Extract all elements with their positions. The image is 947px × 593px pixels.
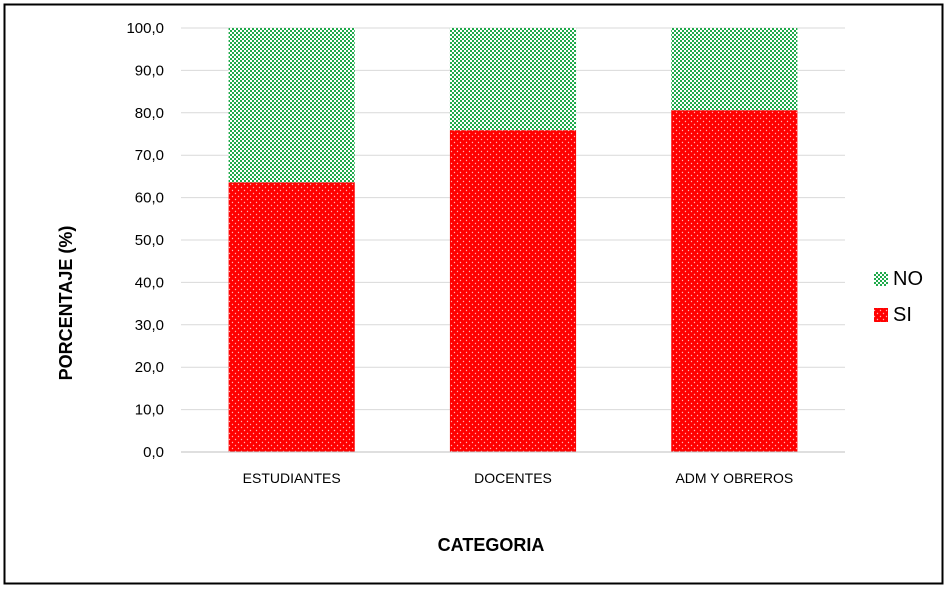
bar-no-0 [228, 28, 355, 183]
bar-si-1 [449, 130, 577, 452]
legend: NO SI [874, 268, 923, 326]
bars [228, 28, 798, 453]
bar-si-2 [671, 110, 798, 453]
bar-no-1 [449, 28, 577, 131]
legend-swatch-no [874, 272, 888, 286]
y-tick-label: 40,0 [135, 274, 164, 291]
y-tick-label: 50,0 [135, 232, 164, 249]
legend-swatch-si [874, 308, 888, 322]
y-tick-label: 60,0 [135, 190, 164, 207]
y-axis-ticks: 0,0 10,0 20,0 30,0 40,0 50,0 60,0 70,0 80,0 90,0 1… [126, 20, 164, 461]
y-axis-title: PORCENTAJE (%) [56, 226, 76, 381]
x-tick-label: DOCENTES [474, 470, 552, 486]
y-tick-label: 90,0 [135, 62, 164, 79]
x-axis-ticks: ESTUDIANTES DOCENTES ADM Y OBREROS [243, 470, 794, 486]
y-tick-label: 70,0 [135, 147, 164, 164]
y-tick-label: 20,0 [135, 359, 164, 376]
x-tick-label: ESTUDIANTES [243, 470, 341, 486]
legend-label-si: SI [893, 304, 912, 326]
chart-border [3, 3, 944, 585]
x-tick-label: ADM Y OBREROS [675, 470, 793, 486]
x-axis-title: CATEGORIA [438, 535, 545, 555]
y-tick-label: 80,0 [135, 105, 164, 122]
bar-no-2 [671, 28, 798, 111]
y-tick-label: 30,0 [135, 317, 164, 334]
y-tick-label: 100,0 [126, 20, 164, 37]
y-tick-label: 10,0 [135, 402, 164, 419]
bar-si-0 [228, 182, 355, 452]
legend-label-no: NO [893, 268, 923, 290]
y-tick-label: 0,0 [143, 444, 164, 461]
